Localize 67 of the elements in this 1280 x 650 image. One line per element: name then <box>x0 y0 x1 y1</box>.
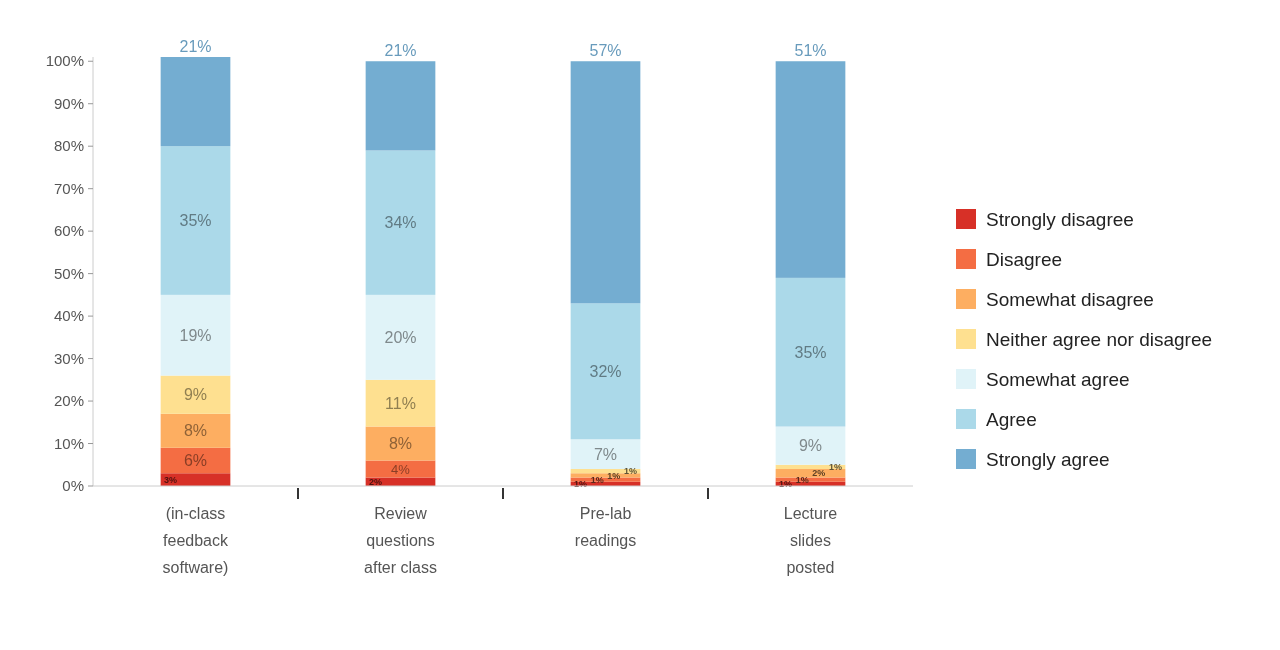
data-label: 1% <box>795 474 809 485</box>
data-label: 35% <box>794 343 827 361</box>
legend-label: Somewhat agree <box>986 368 1130 390</box>
data-label: 19% <box>179 326 212 344</box>
bar <box>775 61 846 278</box>
x-tick-label: Review questions after class <box>364 505 437 576</box>
bar <box>365 150 436 295</box>
bar <box>570 473 641 478</box>
data-label: 51% <box>794 42 827 60</box>
bar <box>160 146 231 295</box>
data-label: 2% <box>368 476 382 487</box>
bar <box>570 439 641 470</box>
y-tick-label: 10% <box>53 434 84 452</box>
data-label: 32% <box>589 362 622 380</box>
y-tick-label: 30% <box>53 349 84 367</box>
y-tick-label: 70% <box>53 179 84 197</box>
bar <box>775 277 846 427</box>
y-tick-label: 20% <box>53 392 84 410</box>
data-label: 2% <box>812 468 826 479</box>
data-label: 34% <box>384 214 417 232</box>
bar <box>775 469 846 478</box>
bar <box>570 303 641 440</box>
data-label: 7% <box>593 445 618 463</box>
x-tick-label: (in-class feedback software) <box>162 505 229 576</box>
x-tick-label: Lecture slides posted <box>783 505 838 576</box>
bar <box>160 294 231 376</box>
data-label: 1% <box>624 466 638 477</box>
bar <box>160 375 231 414</box>
data-label: 21% <box>179 38 212 55</box>
y-tick-label: 90% <box>53 94 84 112</box>
legend-label: Somewhat disagree <box>986 288 1154 310</box>
legend-label: Agree <box>986 408 1037 430</box>
bar <box>365 294 436 380</box>
y-tick-label: 60% <box>53 222 84 240</box>
data-label: 20% <box>384 328 417 346</box>
y-tick-label: 40% <box>53 307 84 325</box>
legend-label: Strongly disagree <box>986 208 1134 230</box>
data-label: 1% <box>607 470 621 481</box>
bar <box>365 426 436 461</box>
data-label: 3% <box>163 474 177 485</box>
bar <box>365 379 436 427</box>
data-label: 21% <box>384 42 417 60</box>
y-tick-label: 50% <box>53 264 84 282</box>
data-label: 6% <box>183 452 208 470</box>
bar <box>570 61 641 304</box>
legend-label: Disagree <box>986 248 1063 270</box>
x-tick-label: Pre-lab readings <box>574 505 637 549</box>
legend-label: Neither agree nor disagree <box>986 328 1213 350</box>
data-label: 9% <box>798 437 823 455</box>
bar <box>365 61 436 151</box>
data-label: 4% <box>391 461 411 477</box>
data-label: 1% <box>829 462 843 473</box>
legend-label: Strongly agree <box>986 448 1110 470</box>
data-label: 8% <box>388 435 413 453</box>
data-label: 1% <box>590 474 604 485</box>
data-label: 8% <box>183 422 208 440</box>
y-tick-label: 80% <box>53 137 84 155</box>
data-label: 9% <box>183 386 208 404</box>
bar <box>160 57 231 147</box>
y-tick-label: 100% <box>45 52 84 70</box>
y-tick-label: 0% <box>62 477 84 495</box>
bar <box>160 413 231 448</box>
bar <box>775 426 846 465</box>
data-label: 35% <box>179 212 212 230</box>
data-label: 57% <box>589 42 622 60</box>
bar <box>365 460 436 478</box>
data-label: 11% <box>385 394 416 412</box>
